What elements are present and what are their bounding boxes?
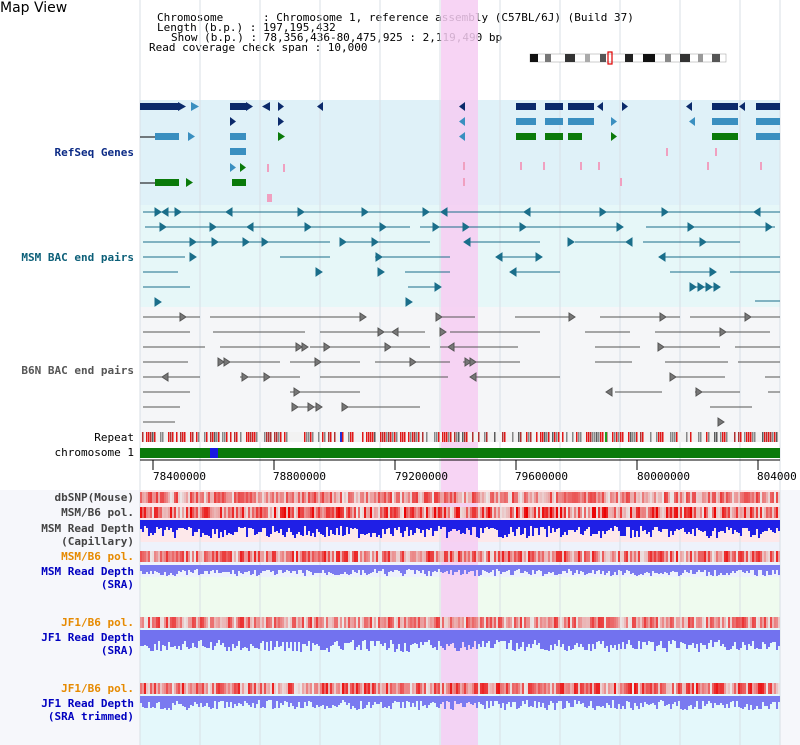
chromosome-ideogram	[529, 51, 727, 65]
page-title: Map View	[0, 0, 68, 16]
msm-capillary-depth-track	[140, 520, 780, 538]
msm-bac-end-pairs	[143, 207, 780, 307]
msm-b6-pol-heat-track	[140, 507, 780, 518]
axis-tick-label: 80000000	[637, 470, 690, 483]
axis-tick-label: 79600000	[515, 470, 568, 483]
chromosome-bar	[140, 448, 780, 458]
track-label-chromosome[interactable]: chromosome 1	[54, 446, 134, 459]
axis-tick-label: 78400000	[153, 470, 206, 483]
refseq-genes	[140, 102, 780, 202]
position-axis	[140, 459, 780, 470]
track-label-capillary-sub: (Capillary)	[61, 535, 134, 548]
track-label-msm-b6-pol[interactable]: MSM/B6 pol.	[61, 506, 134, 519]
dbsnp-heat-track	[140, 492, 780, 503]
track-label-jf1-b6-pol-2[interactable]: JF1/B6 pol.	[61, 682, 134, 695]
track-label-repeat[interactable]: Repeat	[94, 431, 134, 444]
track-label-msm-bac[interactable]: MSM BAC end pairs	[21, 251, 134, 264]
track-label-msm-depth-capillary[interactable]: MSM Read Depth	[41, 522, 134, 535]
track-label-jf1-b6-pol[interactable]: JF1/B6 pol.	[61, 616, 134, 629]
track-label-jf1-sra-sub: (SRA)	[100, 644, 134, 657]
jf1-sra-depth-track	[140, 630, 780, 652]
jf1-b6-pol2-heat-track	[140, 683, 780, 694]
track-label-jf1-depth-sra[interactable]: JF1 Read Depth	[41, 631, 134, 644]
length-info: Length (b.p.) : 197,195,432	[157, 21, 336, 34]
track-label-jf1-depth-trimmed[interactable]: JF1 Read Depth	[41, 697, 134, 710]
msm-sra-depth-track	[140, 565, 780, 576]
read-coverage-info: Read coverage check span : 10,000	[149, 41, 368, 54]
track-label-msm-depth-sra[interactable]: MSM Read Depth	[41, 565, 134, 578]
axis-tick-label: 78800000	[273, 470, 326, 483]
jf1-sra-trimmed-depth-track	[140, 696, 780, 710]
axis-tick-label: 804000	[757, 470, 797, 483]
b6n-bac-end-pairs	[143, 312, 780, 427]
track-label-refseq[interactable]: RefSeq Genes	[54, 146, 134, 159]
track-label-b6n-bac[interactable]: B6N BAC end pairs	[21, 364, 134, 377]
track-label-jf1-trimmed-sub: (SRA trimmed)	[47, 710, 134, 723]
track-label-msm-b6-pol-2[interactable]: MSM/B6 pol.	[61, 550, 134, 563]
axis-tick-label: 79200000	[395, 470, 448, 483]
track-label-dbsnp[interactable]: dbSNP(Mouse)	[54, 491, 134, 504]
jf1-b6-pol-heat-track	[140, 617, 780, 628]
repeat-track	[140, 432, 780, 442]
msm-b6-pol2-heat-track	[140, 551, 780, 562]
track-label-msm-sra-sub: (SRA)	[100, 578, 134, 591]
chromosome-band-marker	[210, 448, 218, 458]
position-marker	[607, 51, 613, 65]
